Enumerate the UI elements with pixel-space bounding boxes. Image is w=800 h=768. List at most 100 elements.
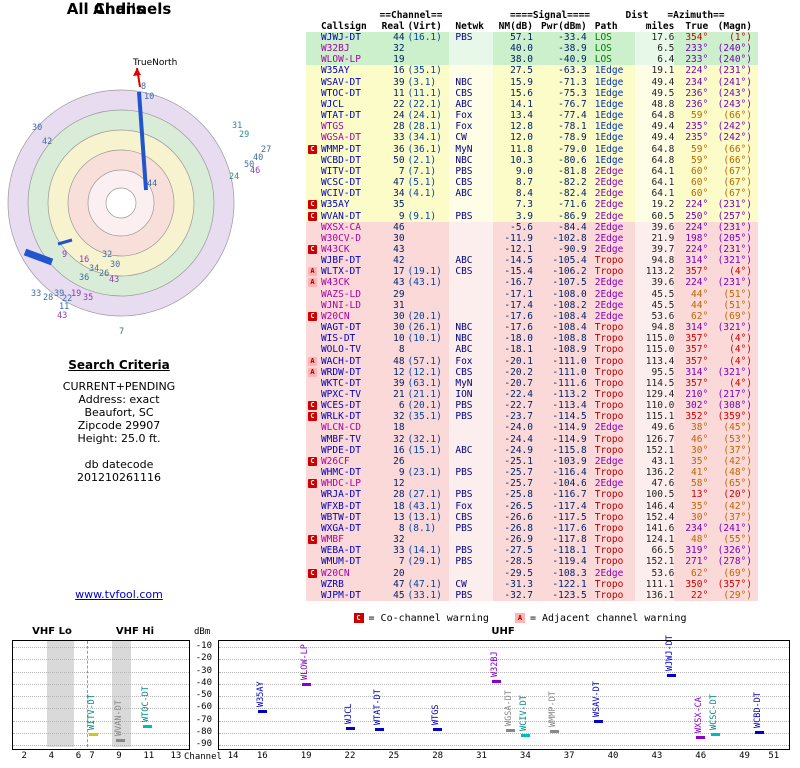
real-channel: 39 xyxy=(393,377,405,389)
callsign-link[interactable]: WTOC-DT xyxy=(320,87,361,99)
real-channel: 16 xyxy=(393,444,405,456)
virtual-channel: (9.1) xyxy=(407,210,437,222)
callsign-link[interactable]: WBTW-DT xyxy=(320,511,361,523)
callsign-link[interactable]: WMBF-TV xyxy=(320,433,361,445)
network: PBS xyxy=(449,489,494,501)
callsign-link[interactable]: W20CN xyxy=(320,567,350,579)
callsign-link[interactable]: WACH-DT xyxy=(320,355,361,367)
callsign-link[interactable]: WHDC-LP xyxy=(320,478,361,490)
warning-badge-cell xyxy=(306,434,319,445)
callsign-link[interactable]: WCES-DT xyxy=(320,400,361,412)
co-channel-warning-badge: C xyxy=(307,144,317,154)
station-callsign-label: W32BJ xyxy=(489,651,500,678)
callsign-link[interactable]: WLCN-CD xyxy=(320,422,361,434)
table-row: WIS-DT 10 (10.1) NBC -18.0 -108.8 Tropo 115.0 35… xyxy=(306,333,758,345)
callsign-link[interactable]: WCSC-DT xyxy=(320,177,361,189)
callsign-link[interactable]: WLTX-DT xyxy=(320,266,361,278)
table-row: WZRB 47 (47.1) CW -31.3 -122.1 Tropo 111.1 350° (… xyxy=(306,578,758,590)
callsign-link[interactable]: WITV-DT xyxy=(320,165,361,177)
real-channel: 9 xyxy=(398,467,405,479)
band-label-vhf-lo: VHF Lo xyxy=(32,626,72,637)
x-tick-label: 7 xyxy=(89,751,95,761)
callsign-link[interactable]: WPXC-TV xyxy=(320,389,361,400)
callsign-link[interactable]: WRLK-DT xyxy=(320,411,361,423)
callsign-link[interactable]: W26CF xyxy=(320,455,350,467)
real-channel: 28 xyxy=(393,121,405,133)
callsign-link[interactable]: WZRB xyxy=(320,578,344,590)
azimuth-magnetic: (241°) xyxy=(717,522,752,534)
signal-path: Tropo xyxy=(594,411,624,423)
noise-margin: -16.7 xyxy=(504,277,533,289)
col-header-callsign: Callsign xyxy=(320,21,367,32)
callsign-link[interactable]: WJBF-DT xyxy=(320,255,361,267)
callsign-link[interactable]: W43CK xyxy=(320,243,350,255)
callsign-link[interactable]: WMUM-DT xyxy=(320,556,361,568)
virtual-channel: (4.1) xyxy=(407,188,437,200)
distance-miles: 48.8 xyxy=(634,98,675,111)
callsign-link[interactable]: WTGS xyxy=(320,121,344,133)
azimuth-magnetic: (321°) xyxy=(717,322,752,334)
callsign-link[interactable]: W30CV-D xyxy=(320,232,361,244)
table-row: C WMMP-DT 36 (36.1) MyN 11.8 -79.0 1Edge 64.8 59°… xyxy=(306,143,758,155)
table-row: WAZS-LD 29 -17.1 -108.0 2Edge 45.5 44° (51°) xyxy=(306,288,758,300)
callsign-link[interactable]: WRJA-DT xyxy=(320,489,361,501)
signal-path: 1Edge xyxy=(594,98,624,110)
callsign-link[interactable]: WKTC-DT xyxy=(320,377,361,389)
callsign-link[interactable]: WMMP-DT xyxy=(320,143,361,155)
callsign-link[interactable]: WVAN-DT xyxy=(320,210,361,222)
azimuth-magnetic: (231°) xyxy=(717,65,752,77)
table-row: W32BJ 32 40.0 -38.9 LOS 6.5 233° (240°) xyxy=(306,43,758,55)
callsign-link[interactable]: WMBF xyxy=(320,534,344,546)
legend-co-channel: C = Co-channel warning xyxy=(353,613,489,624)
tvfool-link[interactable]: www.tvfool.com xyxy=(75,588,163,601)
noise-margin: 8.7 xyxy=(515,177,533,189)
radar-channel-number: 30 xyxy=(32,123,42,133)
callsign-link[interactable]: W32BJ xyxy=(320,43,350,55)
callsign-link[interactable]: WAGT-DT xyxy=(320,322,361,334)
callsign-link[interactable]: WXGA-DT xyxy=(320,522,361,534)
callsign-link[interactable]: WOLO-TV xyxy=(320,344,361,356)
distance-miles: 21.9 xyxy=(634,232,675,244)
x-tick-label: 11 xyxy=(143,751,155,761)
callsign-link[interactable]: WSAV-DT xyxy=(320,76,361,88)
noise-margin: 9.0 xyxy=(515,165,533,177)
callsign-link[interactable]: WTAT-DT xyxy=(320,110,361,122)
signal-path: 1Edge xyxy=(594,87,624,99)
callsign-link[interactable]: WEBA-DT xyxy=(320,545,361,557)
noise-margin: -26.6 xyxy=(504,511,533,523)
distance-miles: 45.5 xyxy=(634,299,675,311)
callsign-link[interactable]: WXSX-CA xyxy=(320,221,361,233)
callsign-link[interactable]: W43CK xyxy=(320,277,350,289)
callsign-link[interactable]: WIS-DT xyxy=(320,333,356,345)
callsign-link[interactable]: W35AY xyxy=(320,65,350,77)
x-tick-label: 43 xyxy=(651,751,663,761)
callsign-link[interactable]: WPDE-DT xyxy=(320,444,361,456)
callsign-link[interactable]: WLOW-LP xyxy=(320,54,361,66)
callsign-link[interactable]: WJWJ-DT xyxy=(320,32,361,43)
callsign-link[interactable]: WHMC-DT xyxy=(320,467,361,479)
callsign-link[interactable]: WCBD-DT xyxy=(320,154,361,166)
callsign-link[interactable]: W20CN xyxy=(320,310,350,322)
callsign-link[interactable]: WAZS-LD xyxy=(320,288,361,300)
network xyxy=(449,567,494,579)
warning-badge-cell xyxy=(306,65,319,76)
real-channel: 35 xyxy=(393,199,405,211)
callsign-link[interactable]: WJNI-LD xyxy=(320,299,361,311)
signal-path: Tropo xyxy=(594,322,624,334)
signal-path: Tropo xyxy=(594,389,624,400)
callsign-link[interactable]: WCIV-DT xyxy=(320,188,361,200)
callsign-link[interactable]: WJCL xyxy=(320,98,344,110)
virtual-channel xyxy=(405,568,450,579)
azimuth-magnetic: (4°) xyxy=(729,377,752,389)
station-signal-marker xyxy=(754,731,764,735)
radar-channel-number: 28 xyxy=(43,293,53,303)
callsign-link[interactable]: WRDW-DT xyxy=(320,366,361,378)
callsign-link[interactable]: WGSA-DT xyxy=(320,132,361,144)
callsign-link[interactable]: W35AY xyxy=(320,199,350,211)
channel-table: ==Channel== ====Signal==== Dist =Azimuth… xyxy=(306,10,758,601)
co-channel-warning-badge: C xyxy=(307,200,317,210)
distance-miles: 43.1 xyxy=(634,455,675,468)
callsign-link[interactable]: WJPM-DT xyxy=(320,589,361,601)
callsign-link[interactable]: WFXB-DT xyxy=(320,500,361,512)
distance-miles: 64.8 xyxy=(634,110,675,122)
